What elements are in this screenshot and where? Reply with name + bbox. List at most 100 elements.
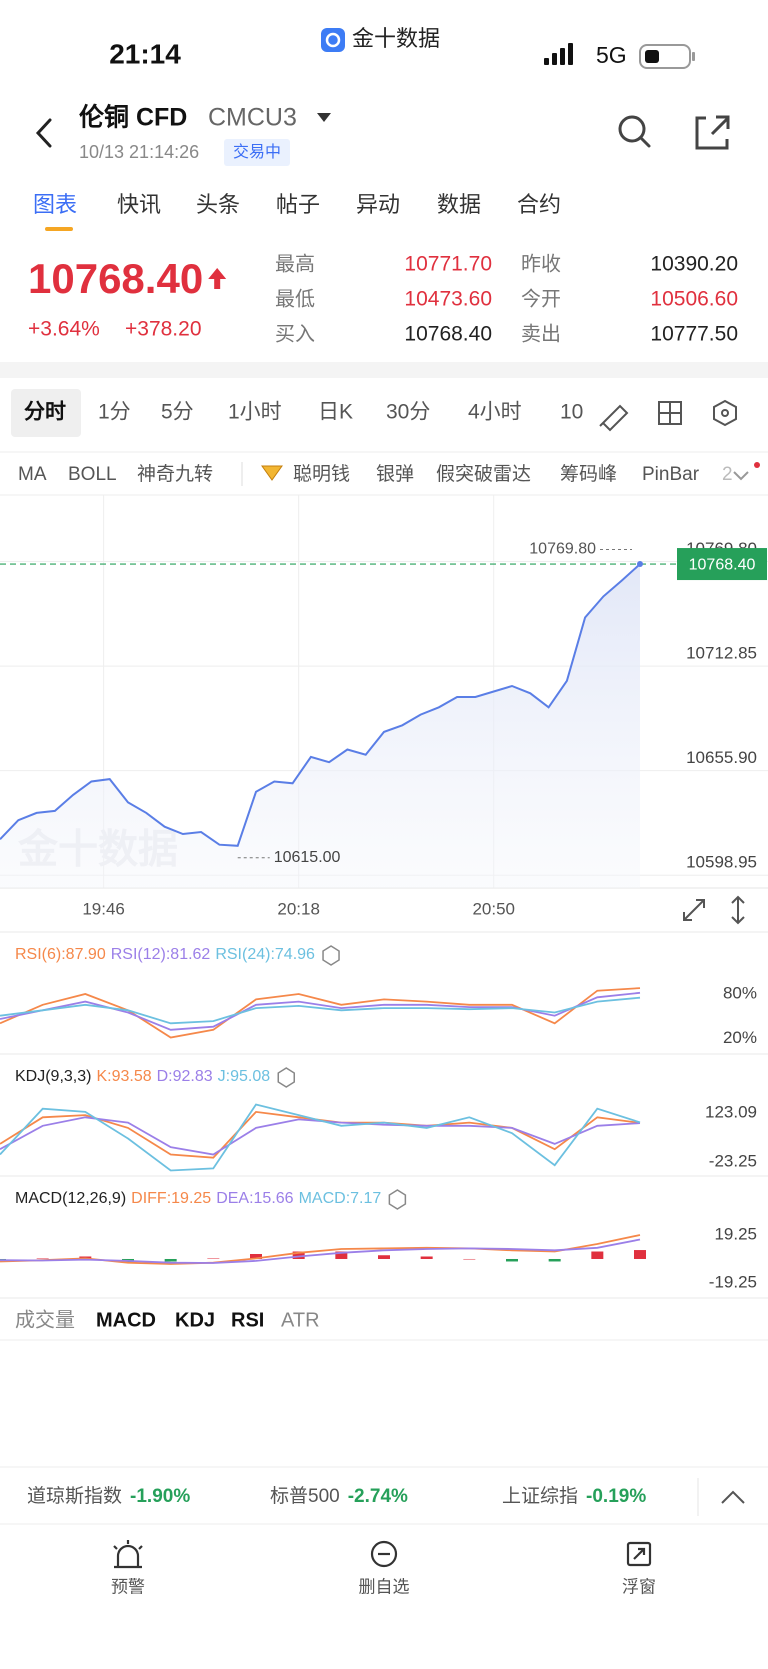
active-interval-bg — [11, 389, 81, 437]
macd-bar — [548, 1258, 561, 1262]
indicator-legend: KDJ(9,3,3) K:93.58 D:92.83 J:95.08 — [15, 1068, 270, 1085]
fullscreen-button[interactable] — [683, 899, 705, 921]
resize-button[interactable] — [731, 895, 745, 925]
indicator-settings[interactable] — [322, 945, 340, 966]
nav-label[interactable]: 预警 — [111, 1577, 145, 1596]
nav-tab[interactable]: 头条 — [196, 192, 240, 217]
price-area — [0, 564, 640, 888]
macd-bar — [506, 1258, 518, 1262]
quote-datetime: 10/13 21:14:26 — [79, 142, 199, 162]
indicator-settings[interactable] — [388, 1189, 407, 1210]
stat-label: 最高 — [275, 252, 315, 275]
price-up-arrow — [208, 268, 227, 289]
indicator-tab[interactable]: ATR — [281, 1309, 320, 1331]
interval-option[interactable]: 30分 — [386, 401, 430, 424]
expand-indicators[interactable] — [733, 471, 749, 481]
settings-icon[interactable] — [713, 399, 737, 427]
x-tick-label: 20:50 — [472, 899, 515, 918]
indicator-option[interactable]: PinBar — [642, 464, 700, 485]
macd-bar — [335, 1251, 348, 1259]
interval-option[interactable]: 日K — [318, 401, 353, 424]
interval-option[interactable]: 分时 — [24, 401, 66, 424]
legend-entry: DIFF:19.25 — [131, 1190, 211, 1207]
draw-tool-icon[interactable] — [599, 404, 629, 432]
legend-entry: RSI(6):87.90 — [15, 946, 106, 963]
ticker-change: -0.19% — [586, 1486, 646, 1507]
status-time: 21:14 — [109, 38, 181, 69]
legend-entry: D:92.83 — [157, 1068, 213, 1085]
section-divider — [0, 362, 768, 378]
interval-option[interactable]: 4小时 — [468, 401, 522, 424]
y-tick-label: -23.25 — [709, 1151, 757, 1170]
high-label: 10769.80 — [529, 541, 596, 558]
indicator-tab[interactable]: KDJ — [175, 1309, 215, 1331]
indicator-option[interactable]: 聪明钱 — [293, 463, 350, 485]
macd-bar — [378, 1255, 390, 1259]
interval-option[interactable]: 1小时 — [228, 401, 282, 424]
nav-tab[interactable]: 帖子 — [276, 192, 320, 217]
y-tick-label: 10655.90 — [686, 748, 757, 767]
app-icon-glyph — [325, 32, 341, 48]
indicator-option[interactable]: BOLL — [68, 464, 117, 485]
y-tick-label: 80% — [723, 983, 757, 1002]
y-tick-label: -19.25 — [709, 1272, 757, 1291]
legend-entry: J:95.08 — [218, 1068, 271, 1085]
signal-icon — [544, 43, 573, 65]
nav-tab[interactable]: 快讯 — [117, 192, 161, 217]
share-button[interactable] — [695, 115, 730, 150]
status-network: 5G — [596, 42, 627, 68]
stat-label: 最低 — [275, 287, 315, 310]
indicator-option[interactable]: 假突破雷达 — [436, 463, 531, 485]
back-button[interactable] — [35, 118, 52, 148]
ticker-name[interactable]: 标普500 — [270, 1485, 340, 1507]
nav-tab[interactable]: 异动 — [356, 192, 400, 217]
ticker-change: -1.90% — [130, 1486, 190, 1507]
indicator-option[interactable]: 筹码峰 — [560, 463, 617, 485]
indicator-tab[interactable]: RSI — [231, 1309, 264, 1331]
last-price-box — [677, 548, 767, 581]
ticker-name[interactable]: 上证综指 — [502, 1485, 578, 1507]
nav-tab[interactable]: 图表 — [33, 192, 77, 217]
dropdown-icon[interactable] — [317, 113, 331, 122]
ticker-name[interactable]: 道琼斯指数 — [27, 1485, 122, 1507]
indicator-settings[interactable] — [277, 1067, 296, 1088]
ticker-change: -2.74% — [348, 1486, 408, 1507]
interval-option[interactable]: 10 — [560, 401, 583, 424]
indicator-line — [0, 1238, 641, 1264]
status-badge — [224, 139, 290, 166]
last-price-dot — [637, 561, 643, 568]
float-window-icon[interactable] — [626, 1541, 652, 1567]
price-line — [0, 563, 641, 847]
indicator-option[interactable]: 神奇九转 — [137, 463, 213, 485]
macd-bar — [463, 1258, 476, 1260]
x-tick-label: 20:18 — [277, 899, 320, 918]
instrument-code[interactable]: CMCU3 — [208, 104, 297, 132]
search-button[interactable] — [618, 115, 651, 148]
instrument-name: 伦铜 CFD — [79, 103, 187, 132]
tab-underline — [45, 227, 73, 231]
stat-label: 卖出 — [521, 322, 561, 345]
nav-tab[interactable]: 数据 — [437, 192, 481, 217]
indicator-option[interactable]: 银弹 — [376, 463, 414, 485]
indicator-tab[interactable]: MACD — [96, 1309, 156, 1331]
stat-label: 今开 — [521, 287, 561, 310]
legend-entry: RSI(12):81.62 — [111, 946, 211, 963]
ticker-expand[interactable] — [721, 1490, 745, 1504]
premium-icon — [261, 465, 283, 481]
indicator-option[interactable]: MA — [18, 464, 47, 485]
indicator-line — [0, 987, 641, 1039]
nav-tab[interactable]: 合约 — [517, 192, 561, 217]
macd-bar — [420, 1256, 433, 1259]
stat-label: 昨收 — [521, 252, 561, 275]
interval-option[interactable]: 1分 — [98, 401, 131, 424]
indicator-title: MACD(12,26,9) — [15, 1190, 126, 1207]
indicator-tab[interactable]: 成交量 — [15, 1308, 75, 1331]
interval-option[interactable]: 5分 — [161, 401, 194, 424]
nav-label[interactable]: 删自选 — [359, 1577, 410, 1596]
nav-label[interactable]: 浮窗 — [622, 1577, 656, 1596]
indicator-line — [0, 996, 641, 1025]
layout-icon[interactable] — [658, 401, 682, 425]
remove-watch-icon[interactable] — [370, 1540, 398, 1568]
indicator-option[interactable]: 2 — [722, 464, 733, 485]
alert-icon[interactable] — [113, 1540, 143, 1569]
